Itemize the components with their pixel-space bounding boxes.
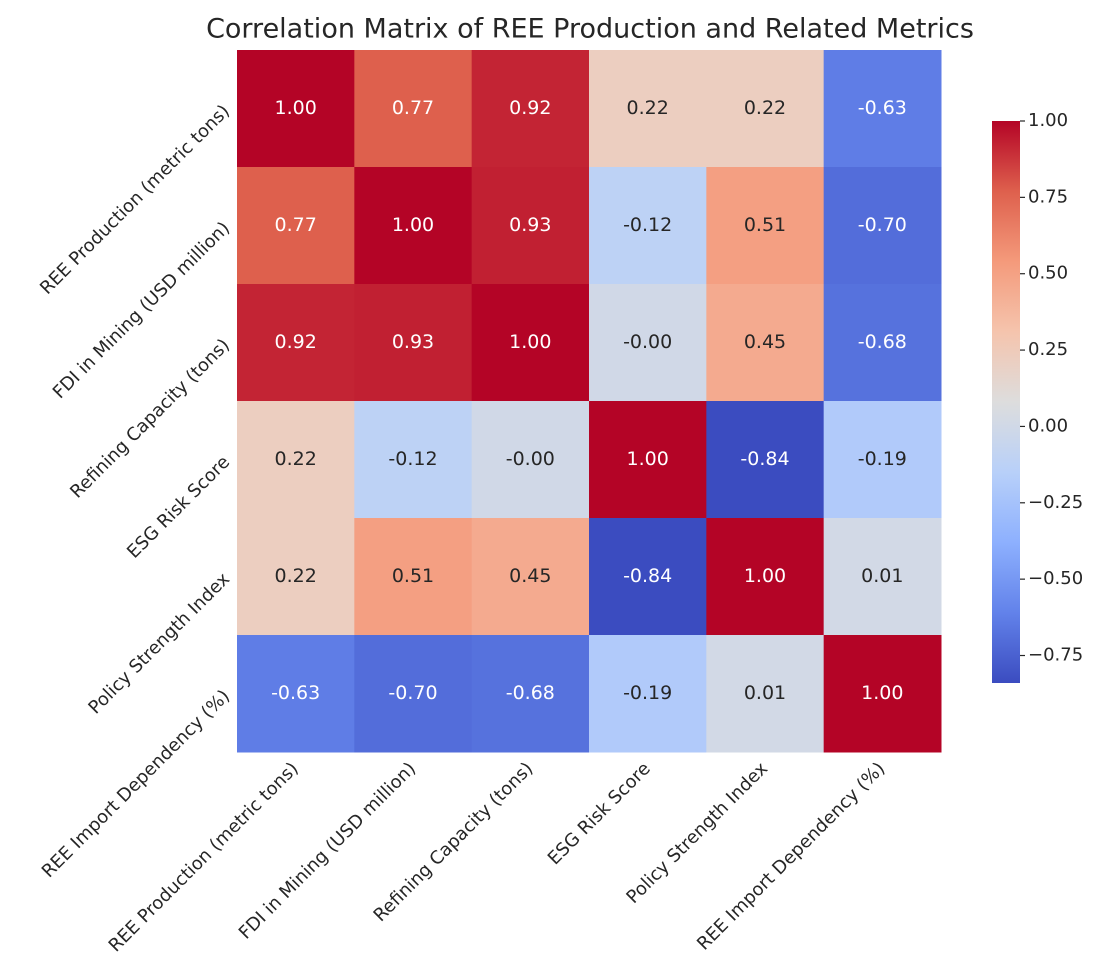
heatmap-cell <box>706 167 825 285</box>
cell-label: 1.00 <box>275 97 317 119</box>
cell-label: 0.22 <box>275 565 317 587</box>
heatmap-cell <box>823 167 942 285</box>
cell-label: 0.92 <box>275 331 317 353</box>
heatmap-cell <box>471 635 590 753</box>
heatmap-cell <box>589 50 707 168</box>
cell-label: 0.22 <box>627 97 669 119</box>
cell-label: 0.93 <box>392 331 434 353</box>
heatmap-cell <box>471 284 590 402</box>
colorbar-tick-label: 0.75 <box>1028 186 1068 207</box>
x-tick-label: ESG Risk Score <box>544 758 655 869</box>
cell-label: -0.70 <box>858 214 907 236</box>
colorbar-tick-label: 0.00 <box>1028 415 1068 436</box>
heatmap-cell <box>354 401 473 519</box>
cell-label: 1.00 <box>392 214 434 236</box>
y-tick-label: REE Production (metric tons) <box>36 101 234 299</box>
colorbar-tick-label: −0.25 <box>1028 492 1083 513</box>
cell-label: 0.22 <box>275 448 317 470</box>
heatmap-cell <box>354 518 473 636</box>
cell-label: 0.77 <box>392 97 434 119</box>
colorbar-tick-label: 0.25 <box>1028 339 1068 360</box>
heatmap-cell <box>823 518 942 636</box>
cell-label: -0.68 <box>858 331 907 353</box>
heatmap-cell <box>354 284 473 402</box>
heatmap-cell <box>823 635 942 753</box>
cell-label: -0.12 <box>388 448 437 470</box>
heatmap-cell <box>706 401 825 519</box>
heatmap-cell <box>237 401 355 519</box>
cell-label: 0.01 <box>744 682 786 704</box>
chart-title: Correlation Matrix of REE Production and… <box>206 14 974 45</box>
cell-label: -0.00 <box>623 331 672 353</box>
cell-label: 1.00 <box>627 448 669 470</box>
cell-label: 0.51 <box>392 565 434 587</box>
cell-label: 0.93 <box>509 214 551 236</box>
cell-label: -0.84 <box>740 448 789 470</box>
heatmap-cell <box>471 518 590 636</box>
heatmap-cell <box>706 518 825 636</box>
cell-label: -0.63 <box>271 682 320 704</box>
heatmap-cell <box>471 401 590 519</box>
heatmap-cell <box>706 635 825 753</box>
heatmap-cell <box>354 167 473 285</box>
heatmap-cell <box>237 50 355 168</box>
cell-label: 0.01 <box>861 565 903 587</box>
heatmap-cell <box>354 50 473 168</box>
cell-label: 0.22 <box>744 97 786 119</box>
cell-label: 1.00 <box>861 682 903 704</box>
heatmap-cell <box>589 167 707 285</box>
heatmap-cell <box>589 401 707 519</box>
heatmap-cell <box>237 167 355 285</box>
heatmap-cell <box>706 50 825 168</box>
colorbar-tick-label: −0.50 <box>1028 568 1083 589</box>
heatmap-cell <box>589 518 707 636</box>
heatmap-cell <box>471 167 590 285</box>
cell-label: -0.19 <box>858 448 907 470</box>
heatmap-cell <box>589 635 707 753</box>
heatmap-cell <box>237 518 355 636</box>
heatmap-cell <box>706 284 825 402</box>
cell-label: -0.70 <box>388 682 437 704</box>
cell-label: 1.00 <box>509 331 551 353</box>
cell-label: 0.77 <box>275 214 317 236</box>
heatmap-cell <box>237 284 355 402</box>
heatmap-cell <box>471 50 590 168</box>
y-tick-label: ESG Risk Score <box>123 452 234 563</box>
heatmap-cell <box>823 50 942 168</box>
colorbar-tick-label: 1.00 <box>1028 110 1068 131</box>
heatmap-cell <box>823 401 942 519</box>
cell-label: 0.45 <box>744 331 786 353</box>
cell-label: -0.63 <box>858 97 907 119</box>
heatmap-cell <box>354 635 473 753</box>
cell-label: -0.84 <box>623 565 672 587</box>
colorbar <box>992 121 1020 683</box>
cell-label: -0.68 <box>506 682 555 704</box>
cell-label: 0.92 <box>509 97 551 119</box>
colorbar-tick-label: 0.50 <box>1028 263 1068 284</box>
cell-label: 0.45 <box>509 565 551 587</box>
x-tick-label: REE Import Dependency (%) <box>693 758 889 954</box>
cell-label: -0.00 <box>506 448 555 470</box>
heatmap-cell <box>237 635 355 753</box>
heatmap-cell <box>823 284 942 402</box>
cell-label: -0.19 <box>623 682 672 704</box>
colorbar-tick-label: −0.75 <box>1028 645 1083 666</box>
cell-label: -0.12 <box>623 214 672 236</box>
cell-label: 0.51 <box>744 214 786 236</box>
cell-label: 1.00 <box>744 565 786 587</box>
heatmap-cell <box>589 284 707 402</box>
